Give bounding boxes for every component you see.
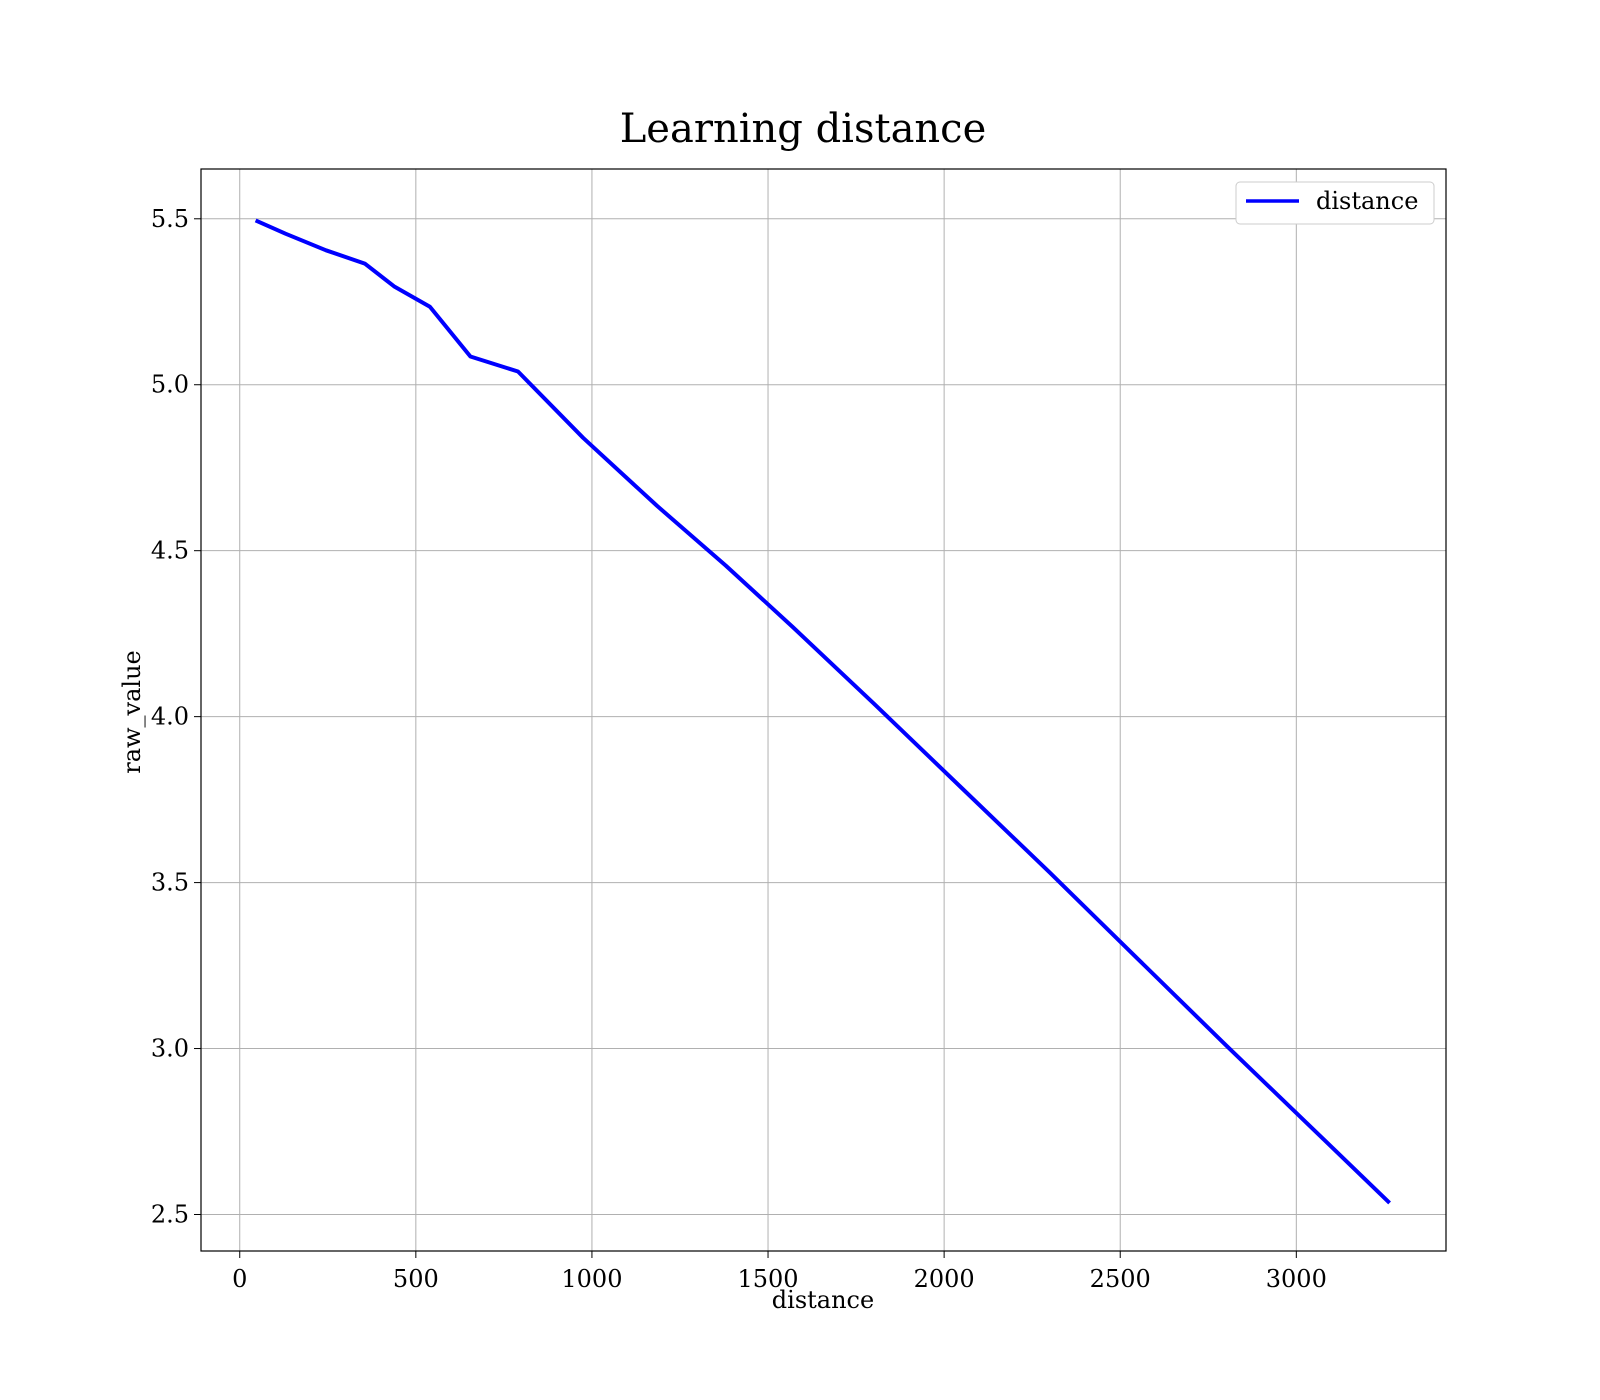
y-tick-label: 4.0: [151, 703, 189, 731]
ticks: 0 500 1000 1500 2000 2500 3000 2.5 3.0 3.5 4.0 4.5 5…: [151, 205, 1327, 1293]
legend-label-distance: distance: [1316, 187, 1418, 215]
series-layer: [254, 218, 1391, 1205]
y-axis-label: raw_value: [118, 650, 146, 774]
x-tick-label: 500: [393, 1265, 439, 1293]
x-tick-label: 1000: [561, 1265, 622, 1293]
plot-frame: [200, 168, 1447, 1252]
legend-box: [1235, 181, 1435, 225]
x-tick-label: 2500: [1090, 1265, 1151, 1293]
x-tick-label: 2000: [914, 1265, 975, 1293]
grid: [201, 169, 1446, 1251]
y-tick-label: 2.5: [151, 1200, 189, 1228]
x-tick-label: 1500: [737, 1265, 798, 1293]
legend: distance: [1235, 181, 1435, 225]
y-tick-label: 3.0: [151, 1035, 189, 1063]
series-line-distance: [254, 218, 1391, 1205]
x-tick-label: 3000: [1266, 1265, 1327, 1293]
x-tick-label: 0: [232, 1265, 247, 1293]
y-tick-label: 4.5: [151, 537, 189, 565]
chart-title: Learning distance: [620, 106, 987, 152]
y-tick-label: 5.0: [151, 371, 189, 399]
y-tick-label: 3.5: [151, 869, 189, 897]
x-axis-label: distance: [772, 1286, 874, 1314]
y-tick-label: 5.5: [151, 205, 189, 233]
